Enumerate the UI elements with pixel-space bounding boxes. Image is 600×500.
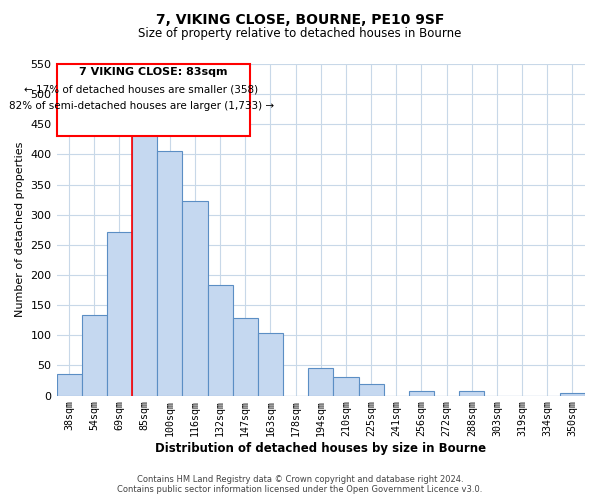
Bar xyxy=(132,134,157,396)
Bar xyxy=(233,318,258,396)
Text: 7, VIKING CLOSE, BOURNE, PE10 9SF: 7, VIKING CLOSE, BOURNE, PE10 9SF xyxy=(156,12,444,26)
Bar xyxy=(459,392,484,396)
Bar xyxy=(57,64,250,136)
Bar xyxy=(409,391,434,396)
Bar xyxy=(107,232,132,396)
Bar xyxy=(258,333,283,396)
X-axis label: Distribution of detached houses by size in Bourne: Distribution of detached houses by size … xyxy=(155,442,487,455)
Bar xyxy=(308,368,334,396)
Bar xyxy=(82,316,107,396)
Bar xyxy=(560,392,585,396)
Bar xyxy=(56,374,82,396)
Bar xyxy=(157,152,182,396)
Text: Contains HM Land Registry data © Crown copyright and database right 2024.
Contai: Contains HM Land Registry data © Crown c… xyxy=(118,474,482,494)
Bar xyxy=(359,384,383,396)
Text: 7 VIKING CLOSE: 83sqm: 7 VIKING CLOSE: 83sqm xyxy=(79,67,228,77)
Text: ← 17% of detached houses are smaller (358): ← 17% of detached houses are smaller (35… xyxy=(24,85,258,95)
Bar xyxy=(208,284,233,396)
Bar xyxy=(182,201,208,396)
Text: 82% of semi-detached houses are larger (1,733) →: 82% of semi-detached houses are larger (… xyxy=(8,101,274,111)
Text: Size of property relative to detached houses in Bourne: Size of property relative to detached ho… xyxy=(139,28,461,40)
Y-axis label: Number of detached properties: Number of detached properties xyxy=(15,142,25,318)
Bar xyxy=(334,378,359,396)
